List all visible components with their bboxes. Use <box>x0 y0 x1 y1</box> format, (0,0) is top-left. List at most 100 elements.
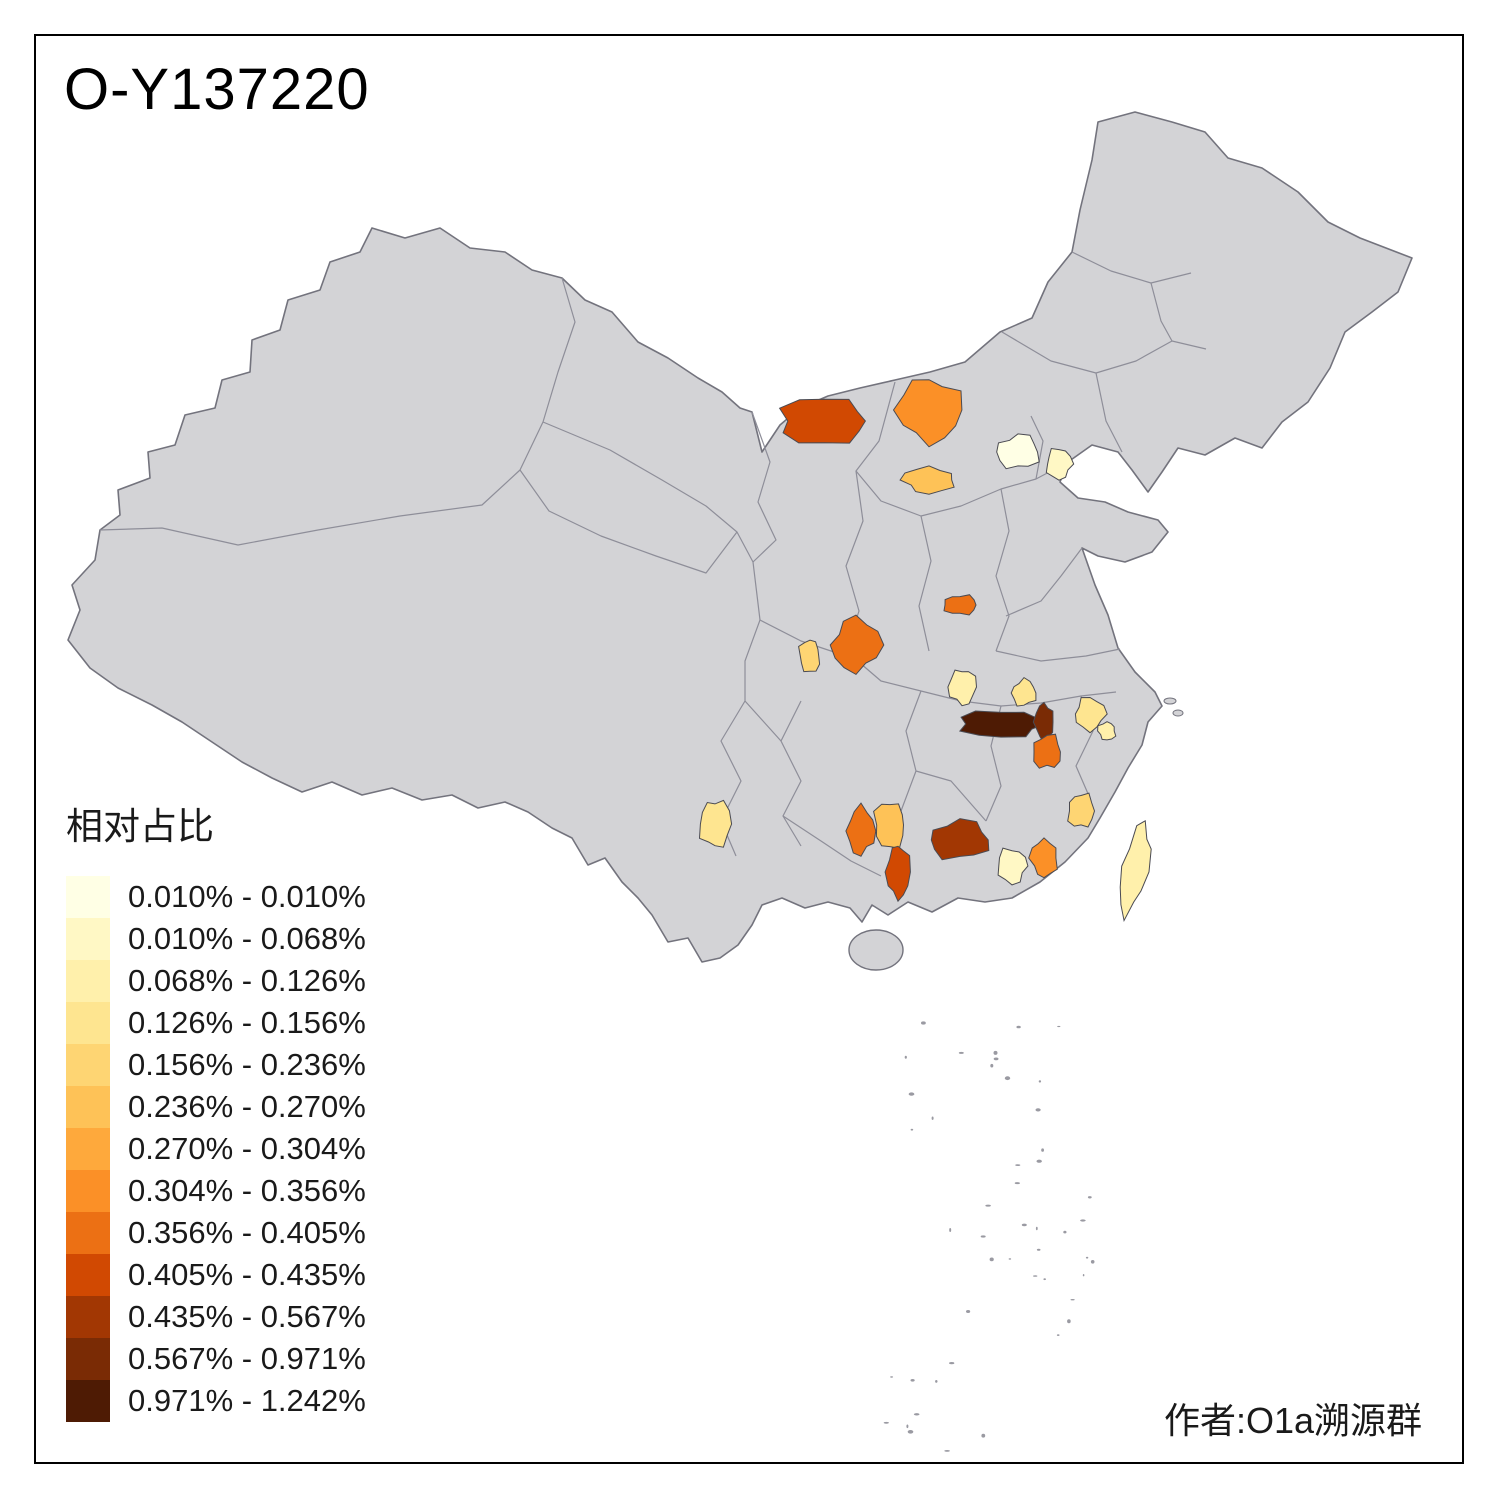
legend-swatch <box>66 1044 110 1086</box>
sea-island-speck <box>966 1310 971 1313</box>
legend-swatch <box>66 1254 110 1296</box>
coastal-island <box>1172 709 1184 717</box>
sea-island-speck <box>1063 1230 1067 1234</box>
sea-island-speck <box>1090 1260 1095 1264</box>
legend-item-7: 0.304% - 0.356% <box>66 1170 366 1212</box>
sea-island-speck <box>921 1021 926 1025</box>
legend-label: 0.435% - 0.567% <box>128 1299 366 1334</box>
legend-label: 0.126% - 0.156% <box>128 1005 366 1040</box>
sea-island-speck <box>1036 1248 1041 1251</box>
region-guangdong-darkred <box>930 818 990 861</box>
sea-island-speck <box>931 1116 934 1120</box>
legend-item-10: 0.435% - 0.567% <box>66 1296 366 1338</box>
sea-island-speck <box>1067 1319 1071 1324</box>
sea-island-speck <box>1038 1080 1042 1083</box>
sea-island-speck <box>1057 1025 1061 1028</box>
sea-island-speck <box>993 1057 999 1061</box>
sea-island-speck <box>944 1450 950 1452</box>
sea-island-speck <box>1035 1108 1041 1112</box>
sea-island-speck <box>1033 1275 1038 1277</box>
region-yunnan-pale <box>698 799 733 848</box>
sea-islands <box>883 1021 1095 1452</box>
legend: 相对占比 0.010% - 0.010% 0.010% - 0.068% 0.068… <box>66 796 366 1422</box>
legend-item-9: 0.405% - 0.435% <box>66 1254 366 1296</box>
region-tianjin-pale <box>1045 447 1075 481</box>
province-borders <box>99 251 1207 877</box>
legend-title: 相对占比 <box>66 806 214 847</box>
legend-swatch <box>66 1296 110 1338</box>
region-dark-orange-strip <box>884 845 911 903</box>
legend-swatch <box>66 918 110 960</box>
sea-island-speck <box>1015 1164 1021 1166</box>
sea-island-speck <box>949 1362 955 1365</box>
region-shaanxi-orange <box>829 614 885 676</box>
sea-island-speck <box>904 1055 907 1059</box>
region-east-pale-2 <box>1097 721 1117 741</box>
legend-item-6: 0.270% - 0.304% <box>66 1128 366 1170</box>
legend-label: 0.270% - 0.304% <box>128 1131 366 1166</box>
sea-island-speck <box>1008 1258 1012 1260</box>
sea-island-speck <box>1087 1196 1092 1199</box>
region-guangxi-orange <box>845 802 877 857</box>
sea-island-speck <box>935 1380 938 1383</box>
coastal-island <box>1163 697 1177 705</box>
legend-swatch <box>66 876 110 918</box>
sea-island-speck <box>1070 1299 1075 1301</box>
legend-swatch <box>66 960 110 1002</box>
region-inner-mongolia-mid <box>892 379 963 448</box>
region-small-yellow-west <box>798 639 821 673</box>
region-center-small-orange <box>943 594 977 616</box>
sea-island-speck <box>907 1430 914 1434</box>
islands <box>848 697 1184 971</box>
region-pale-central <box>947 669 978 707</box>
legend-label: 0.156% - 0.236% <box>128 1047 366 1082</box>
sea-island-speck <box>1041 1148 1044 1152</box>
legend-item-8: 0.356% - 0.405% <box>66 1212 366 1254</box>
legend-label: 0.010% - 0.068% <box>128 921 366 956</box>
sea-island-speck <box>910 1128 914 1131</box>
sea-island-speck <box>910 1379 915 1382</box>
legend-swatch <box>66 1086 110 1128</box>
sea-island-speck <box>949 1228 952 1232</box>
region-east-guangdong-orange <box>1028 837 1058 879</box>
legend-item-5: 0.236% - 0.270% <box>66 1086 366 1128</box>
sea-island-speck <box>1085 1256 1089 1259</box>
region-guangdong-pale <box>997 847 1029 886</box>
sea-island-speck <box>1080 1219 1086 1222</box>
hainan-island <box>848 929 904 971</box>
region-taiwan <box>1119 819 1152 923</box>
sea-island-speck <box>883 1421 889 1424</box>
region-east-pale-1 <box>1074 696 1108 734</box>
attribution: 作者:O1a溯源群 <box>1163 1400 1422 1441</box>
region-north-yellow <box>899 465 955 495</box>
legend-item-12: 0.971% - 1.242% <box>66 1380 366 1422</box>
legend-label: 0.567% - 0.971% <box>128 1341 366 1376</box>
sea-island-speck <box>1016 1025 1021 1029</box>
sea-island-speck <box>981 1433 986 1438</box>
region-inner-mongolia-west <box>778 398 867 444</box>
legend-swatch <box>66 1170 110 1212</box>
legend-item-4: 0.156% - 0.236% <box>66 1044 366 1086</box>
choropleth-regions <box>698 379 1152 923</box>
sea-island-speck <box>1043 1278 1046 1281</box>
sea-island-speck <box>906 1424 909 1429</box>
sea-island-speck <box>1082 1274 1085 1277</box>
sea-island-speck <box>1056 1334 1060 1336</box>
legend-swatch <box>66 1380 110 1422</box>
sea-island-speck <box>1036 1159 1042 1163</box>
legend-item-1: 0.010% - 0.068% <box>66 918 366 960</box>
legend-item-11: 0.567% - 0.971% <box>66 1338 366 1380</box>
sea-island-speck <box>913 1413 920 1416</box>
sea-island-speck <box>1021 1223 1027 1227</box>
sea-island-speck <box>1035 1226 1038 1231</box>
legend-label: 0.236% - 0.270% <box>128 1089 366 1124</box>
region-darkest-band <box>958 710 1046 738</box>
legend-label: 0.971% - 1.242% <box>128 1383 366 1418</box>
region-beijing-pale <box>996 433 1040 470</box>
legend-label: 0.304% - 0.356% <box>128 1173 366 1208</box>
figure-title: O-Y137220 <box>64 57 370 122</box>
region-pale-yellow-central <box>1010 676 1037 707</box>
legend-label: 0.010% - 0.010% <box>128 879 366 914</box>
legend-item-0: 0.010% - 0.010% <box>66 876 366 918</box>
